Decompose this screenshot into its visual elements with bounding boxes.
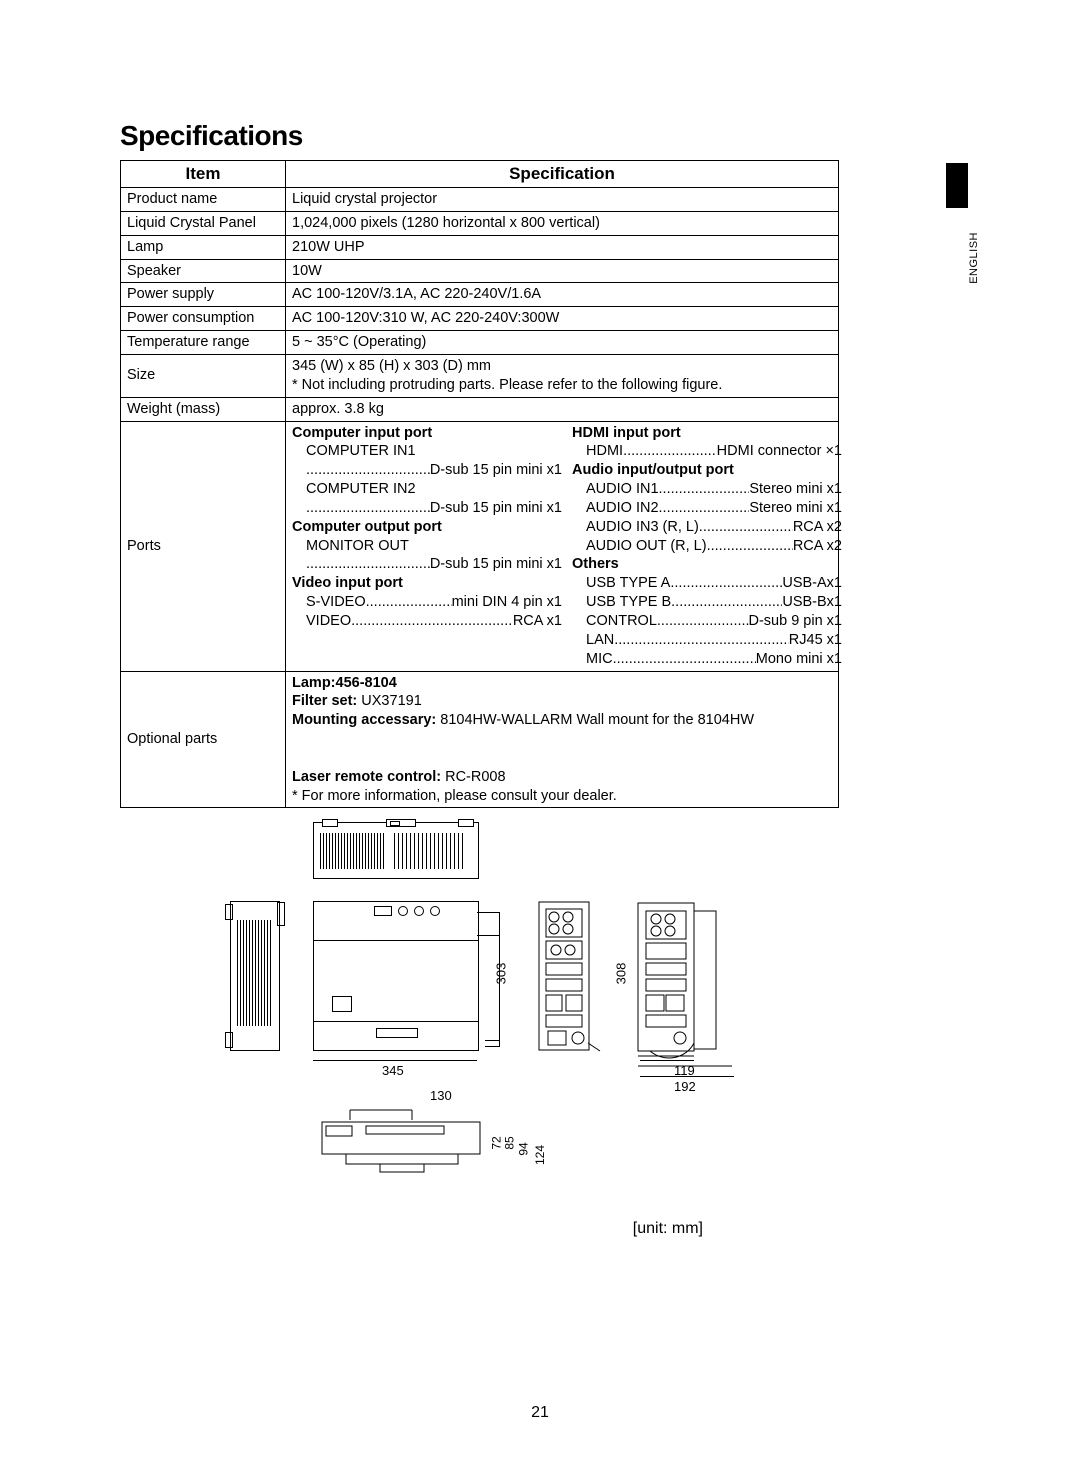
table-row: AC 100-120V/3.1A, AC 220-240V/1.6A [286, 283, 839, 307]
table-row: Temperature range [121, 331, 286, 355]
table-row: 5 ~ 35°C (Operating) [286, 331, 839, 355]
table-row: Power consumption [121, 307, 286, 331]
table-row: Liquid crystal projector [286, 188, 839, 212]
table-row-ports: Ports [121, 421, 286, 671]
table-row: Lamp [121, 235, 286, 259]
dimension-diagrams: 303 345 [120, 816, 838, 1236]
table-row: AC 100-120V:310 W, AC 220-240V:300W [286, 307, 839, 331]
table-row: Power supply [121, 283, 286, 307]
language-side-label: ENGLISH [968, 232, 980, 284]
table-row: 210W UHP [286, 235, 839, 259]
page-side-tab [946, 163, 968, 208]
page-title: Specifications [120, 120, 955, 152]
table-head-spec: Specification [286, 161, 839, 188]
table-row: Product name [121, 188, 286, 212]
table-row: 10W [286, 259, 839, 283]
table-row-optional: Optional parts [121, 671, 286, 808]
table-head-item: Item [121, 161, 286, 188]
table-row: Weight (mass) [121, 397, 286, 421]
table-row: Speaker [121, 259, 286, 283]
table-row-ports-spec: Computer input port COMPUTER IN1 D-sub 1… [286, 421, 839, 671]
spec-table: Item Specification Product nameLiquid cr… [120, 160, 839, 808]
unit-label: [unit: mm] [633, 1220, 703, 1238]
table-row: 1,024,000 pixels (1280 horizontal x 800 … [286, 211, 839, 235]
page-number: 21 [0, 1404, 1080, 1422]
table-row: approx. 3.8 kg [286, 397, 839, 421]
table-row-size: Size [121, 355, 286, 398]
table-row: Liquid Crystal Panel [121, 211, 286, 235]
table-row-size-spec: 345 (W) x 85 (H) x 303 (D) mm * Not incl… [286, 355, 839, 398]
table-row-optional-spec: Lamp:456-8104 Filter set: UX37191 Mounti… [286, 671, 839, 808]
